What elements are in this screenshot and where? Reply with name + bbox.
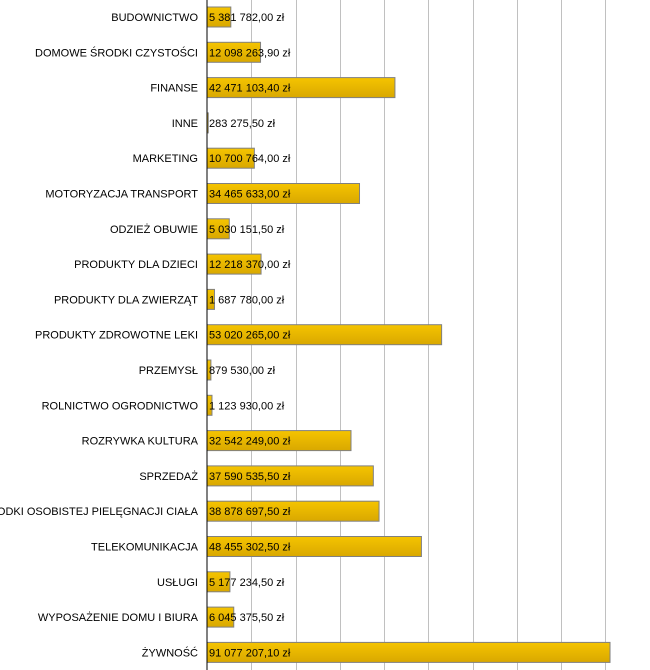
category-label: ŚRODKI OSOBISTEJ PIELĘGNACJI CIAŁA [0, 505, 199, 518]
value-label: 12 218 370,00 zł [209, 259, 291, 271]
category-label: MOTORYZACJA TRANSPORT [45, 189, 198, 201]
value-label: 32 542 249,00 zł [209, 436, 291, 448]
category-label: FINANSE [150, 83, 198, 95]
value-label: 48 455 302,50 zł [209, 542, 291, 554]
category-label: PRODUKTY ZDROWOTNE LEKI [35, 330, 198, 342]
value-label: 12 098 263,90 zł [209, 47, 291, 59]
value-label: 38 878 697,50 zł [209, 506, 291, 518]
value-label: 879 530,00 zł [209, 365, 276, 377]
value-label: 10 700 764,00 zł [209, 153, 291, 165]
value-label: 6 045 375,50 zł [209, 612, 285, 624]
value-label: 5 030 151,50 zł [209, 224, 285, 236]
value-label: 1 687 780,00 zł [209, 294, 285, 306]
category-label: ROZRYWKA KULTURA [82, 436, 199, 448]
value-label: 283 275,50 zł [209, 118, 276, 130]
category-label: PRZEMYSŁ [139, 365, 198, 377]
value-label: 5 381 782,00 zł [209, 12, 285, 24]
value-label: 42 471 103,40 zł [209, 83, 291, 95]
category-label: ROLNICTWO OGRODNICTWO [42, 400, 199, 412]
value-label: 37 590 535,50 zł [209, 471, 291, 483]
category-label: USŁUGI [157, 577, 198, 589]
value-label: 53 020 265,00 zł [209, 330, 291, 342]
category-label: ODZIEŻ OBUWIE [110, 223, 198, 236]
category-label: MARKETING [133, 153, 198, 165]
category-label: SPRZEDAŻ [139, 470, 198, 483]
value-label: 1 123 930,00 zł [209, 400, 285, 412]
category-label: ŻYWNOŚĆ [142, 646, 198, 659]
value-label: 91 077 207,10 zł [209, 647, 291, 659]
category-label: INNE [172, 118, 198, 130]
value-label: 34 465 633,00 zł [209, 189, 291, 201]
category-label: BUDOWNICTWO [111, 12, 198, 24]
category-label: TELEKOMUNIKACJA [91, 542, 199, 554]
category-label: WYPOSAŻENIE DOMU I BIURA [38, 611, 199, 624]
value-label: 5 177 234,50 zł [209, 577, 285, 589]
category-label: PRODUKTY DLA ZWIERZĄT [54, 294, 198, 306]
category-label: PRODUKTY DLA DZIECI [74, 259, 198, 271]
category-label: DOMOWE ŚRODKI CZYSTOŚCI [35, 46, 198, 59]
